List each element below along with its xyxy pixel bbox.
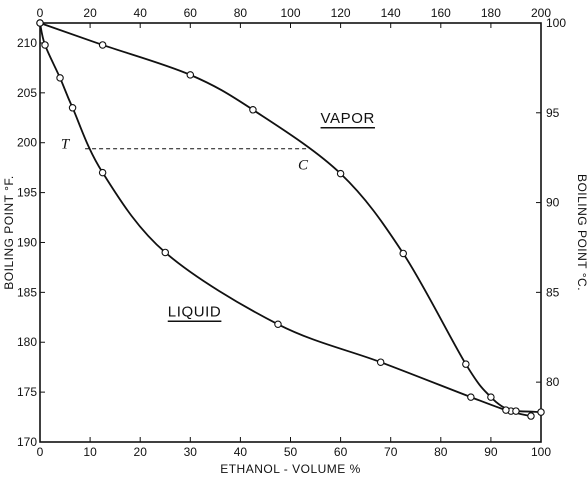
y-tick-label: 200 (17, 136, 37, 150)
data-point-vapor (336, 169, 345, 178)
x2-tick-label: 180 (481, 6, 501, 20)
x-tick-label: 70 (384, 445, 398, 459)
data-point-vapor (186, 71, 195, 79)
series-line-liquid (39, 22, 542, 413)
y-tick-label: 210 (17, 36, 37, 50)
y2-tick-label: 90 (546, 196, 560, 210)
x-tick-label: 0 (37, 445, 44, 459)
y2-tick-label: 100 (546, 16, 566, 30)
annotation-point-c: C (298, 158, 309, 174)
plot-frame (39, 22, 542, 443)
data-point-liquid (274, 320, 282, 329)
x-tick-label: 20 (134, 445, 148, 459)
data-point-vapor (399, 249, 407, 258)
x-axis-title: ETHANOL - VOLUME % (220, 462, 361, 476)
data-point-vapor (249, 106, 257, 114)
data-point-liquid (98, 168, 107, 177)
annotation-point-t: T (61, 137, 71, 153)
data-point-liquid (537, 408, 545, 416)
marker-layer (36, 19, 545, 420)
data-point-liquid (376, 358, 385, 366)
x-tick-label: 40 (234, 445, 248, 459)
data-point-liquid (41, 41, 49, 49)
y-tick-label: 185 (17, 285, 37, 299)
data-point-vapor (527, 412, 535, 420)
y-tick-label: 195 (17, 186, 37, 200)
x-tick-label: 10 (83, 445, 97, 459)
data-point-vapor (98, 41, 107, 49)
annotation-liquid: LIQUID (168, 303, 222, 320)
y2-tick-label: 85 (546, 285, 560, 299)
series-layer (39, 22, 542, 417)
y-tick-label: 190 (17, 235, 37, 249)
x2-tick-label: 120 (331, 6, 351, 20)
y2-tick-label: 80 (546, 375, 560, 389)
x-tick-label: 50 (284, 445, 298, 459)
x-tick-label: 80 (434, 445, 448, 459)
y2-tick-label: 95 (546, 106, 560, 120)
data-point-liquid (467, 393, 475, 401)
annotation-vapor: VAPOR (321, 110, 375, 127)
data-point-liquid (512, 407, 520, 415)
x-tick-label: 90 (484, 445, 498, 459)
ticks-layer: 0 10 20 30 40 50 60 70 80 90 100 0 20 40 60 80 100 120 140… (17, 6, 566, 459)
y-tick-label: 170 (17, 435, 37, 449)
x2-tick-label: 0 (37, 6, 44, 20)
series-line-vapor (39, 22, 532, 417)
x2-tick-label: 60 (184, 6, 198, 20)
y-tick-label: 205 (17, 86, 37, 100)
x-tick-label: 60 (334, 445, 348, 459)
data-point-liquid (56, 74, 64, 82)
x2-tick-label: 80 (234, 6, 248, 20)
y-axis-title-fahrenheit: BOILING POINT °F. (2, 175, 16, 289)
x2-tick-label: 100 (280, 6, 300, 20)
data-point-vapor (487, 393, 495, 401)
y-axis-title-celsius: BOILING POINT °C. (575, 174, 588, 291)
data-point-vapor (462, 360, 470, 368)
x2-tick-label: 200 (531, 6, 551, 20)
data-point-liquid (161, 248, 170, 257)
x-tick-label: 30 (184, 445, 198, 459)
x2-tick-label: 140 (381, 6, 401, 20)
data-point-liquid (502, 406, 510, 414)
y-tick-label: 175 (17, 385, 37, 399)
data-point-liquid (36, 19, 44, 27)
x2-tick-label: 160 (431, 6, 451, 20)
x-tick-label: 100 (531, 445, 551, 459)
data-point-liquid (68, 104, 77, 112)
x2-tick-label: 20 (83, 6, 97, 20)
x2-tick-label: 40 (134, 6, 148, 20)
y-tick-label: 180 (17, 335, 37, 349)
